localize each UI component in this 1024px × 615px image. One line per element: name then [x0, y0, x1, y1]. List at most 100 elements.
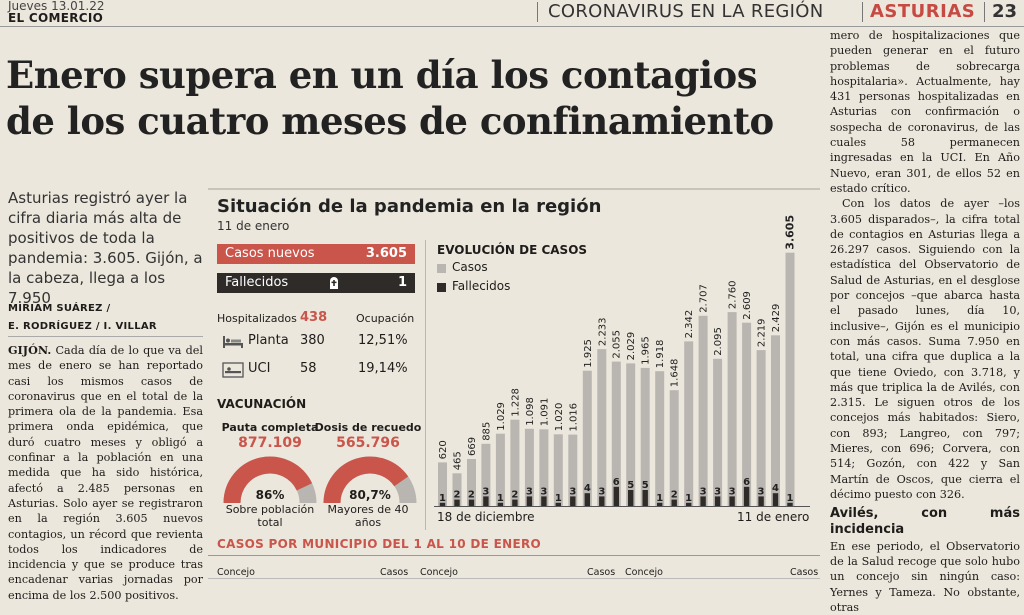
data-label-cases: 2.609 [742, 291, 753, 320]
full-dose-subtitle: Sobre población total [225, 503, 315, 529]
hospitalized-label: Hospitalizados [217, 312, 297, 325]
bar-deaths [454, 499, 460, 506]
booster-label: Dosis de recuedo [314, 421, 422, 434]
body-text: Cada día de lo que va del mes de enero s… [8, 344, 203, 602]
infographic-divider [425, 240, 426, 530]
data-label-cases: 1.091 [539, 398, 550, 427]
column-header-casos: Casos [790, 567, 819, 578]
bar-deaths [439, 502, 446, 506]
bar-deaths [628, 490, 634, 506]
data-label-deaths: 3 [700, 486, 707, 497]
booster-percent: 80,7% [349, 488, 391, 502]
byline-rule [8, 336, 203, 337]
legend-label-cases: Casos [452, 260, 488, 274]
bar-cases [539, 429, 549, 506]
data-label-deaths: 3 [482, 486, 489, 497]
bar-cases [742, 322, 752, 506]
data-label-cases: 2.233 [597, 317, 608, 346]
data-label-deaths: 1 [555, 493, 562, 504]
bar-cases [452, 473, 462, 506]
bar-cases [785, 252, 795, 506]
full-dose-value: 877.109 [238, 435, 302, 451]
data-label-cases: 2.707 [699, 284, 710, 313]
data-label-deaths: 3 [540, 486, 547, 497]
data-label-cases: 1.029 [496, 402, 507, 431]
headline-line-1: Enero supera en un día los contagios [6, 53, 758, 97]
legend-swatch-cases [437, 264, 446, 273]
data-label-cases: 1.648 [670, 359, 681, 388]
data-label-cases: 1.965 [641, 336, 652, 365]
ward-value: 380 [300, 333, 325, 348]
page-number: 23 [992, 1, 1018, 22]
body-text-right: mero de hospitalizaciones que pueden gen… [830, 28, 1020, 615]
data-label-deaths: 6 [743, 477, 750, 488]
x-start-label: 18 de diciembre [437, 510, 535, 524]
bar-cases [495, 433, 505, 506]
data-label-cases: 2.429 [771, 304, 782, 333]
bar-cases [669, 390, 679, 506]
column-header-concejo: Concejo [625, 567, 663, 578]
chart-axis [434, 506, 810, 507]
legend-label-deaths: Fallecidos [452, 279, 511, 293]
headline-line-2: de los cuatro meses de confinamiento [6, 99, 774, 143]
table-rule [208, 578, 820, 579]
data-label-deaths: 5 [642, 480, 649, 491]
bar-deaths [599, 496, 605, 506]
bar-deaths [714, 496, 721, 506]
bar-deaths [497, 502, 504, 506]
bar-deaths [512, 499, 518, 506]
bar-cases [713, 358, 723, 506]
issue-date: Jueves 13.01.22 [8, 0, 105, 13]
hospitalized-value: 438 [300, 310, 328, 325]
bar-cases [611, 361, 621, 506]
lead-paragraph: Asturias registró ayer la cifra diaria m… [8, 189, 203, 307]
data-label-cases: 2.055 [612, 330, 623, 359]
subheading: Avilés, con más incidencia [830, 506, 1020, 537]
bar-cases [597, 349, 607, 506]
byline: MIRIAM SUÁREZ / E. RODRÍGUEZ / I. VILLAR [8, 300, 208, 336]
column-header-concejo: Concejo [217, 567, 255, 578]
booster-subtitle: Mayores de 40 años [327, 503, 409, 529]
data-label-deaths: 3 [598, 486, 605, 497]
bar-deaths [772, 493, 779, 506]
bar-deaths [555, 502, 561, 506]
bar-cases [684, 341, 694, 506]
data-label-deaths: 1 [439, 493, 446, 504]
data-label-deaths: 3 [526, 486, 533, 497]
data-label-deaths: 2 [511, 490, 518, 501]
bar-deaths [657, 502, 663, 506]
bar-deaths [729, 496, 735, 506]
bar-cases [467, 459, 476, 506]
full-dose-gauge [223, 456, 317, 504]
data-label-cases: 1.918 [655, 340, 666, 369]
paragraph: En ese periodo, el Observatorio de la Sa… [830, 539, 1020, 614]
tombstone-icon [330, 277, 338, 289]
data-label-cases: 1.098 [525, 397, 536, 426]
bar-deaths [570, 496, 576, 506]
bar-deaths [483, 496, 489, 506]
hospital-bed-icon [223, 336, 243, 348]
bar-deaths [642, 490, 648, 506]
municipality-table-title: CASOS POR MUNICIPIO DEL 1 AL 10 DE ENERO [217, 537, 541, 551]
new-cases-box: Casos nuevos 3.605 [217, 244, 415, 264]
section-title: CORONAVIRUS EN LA REGIÓN [548, 1, 824, 22]
new-cases-label: Casos nuevos [225, 246, 315, 261]
bar-cases [481, 443, 491, 506]
table-rule [208, 555, 820, 556]
data-label-deaths: 5 [627, 480, 634, 491]
data-label-cases: 2.029 [626, 332, 637, 361]
ward-label: Planta [248, 333, 289, 348]
full-dose-percent: 86% [255, 488, 285, 502]
bar-cases [771, 335, 780, 506]
x-end-label: 11 de enero [737, 510, 810, 524]
icu-bed-icon [222, 362, 244, 378]
cases-bar-chart: 162024652669388511.02921.22831.09831.091… [438, 215, 797, 506]
data-label-deaths: 1 [497, 493, 504, 504]
bar-deaths [686, 502, 692, 506]
deaths-label: Fallecidos [225, 275, 289, 290]
header-divider [862, 2, 863, 22]
new-cases-value: 3.605 [365, 246, 407, 261]
bar-cases [568, 434, 578, 506]
ward-occupancy: 12,51% [358, 333, 408, 348]
data-label-deaths: 3 [569, 486, 576, 497]
